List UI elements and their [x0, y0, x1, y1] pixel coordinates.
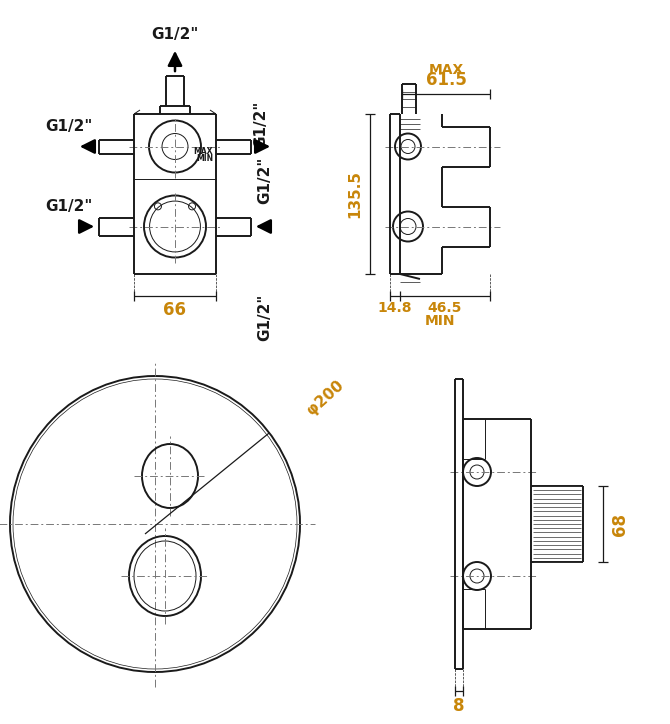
Text: MIN: MIN	[425, 314, 455, 328]
Text: G1/2": G1/2"	[257, 157, 273, 204]
Text: φ200: φ200	[304, 378, 347, 418]
Text: MAX: MAX	[194, 147, 213, 156]
Text: 46.5: 46.5	[428, 301, 462, 315]
Text: 8: 8	[453, 697, 465, 715]
Text: G1/2": G1/2"	[46, 119, 92, 133]
Text: 68: 68	[611, 513, 629, 536]
Text: 14.8: 14.8	[378, 301, 412, 315]
Text: G1/2": G1/2"	[151, 27, 199, 42]
Text: 135.5: 135.5	[347, 170, 362, 218]
Text: MAX: MAX	[428, 63, 464, 77]
Text: 66: 66	[163, 301, 186, 319]
Text: MIN: MIN	[196, 154, 213, 163]
Text: G1/2": G1/2"	[46, 198, 92, 214]
Text: G1/2": G1/2"	[257, 294, 273, 342]
Text: 61.5: 61.5	[425, 71, 466, 89]
Text: G1/2": G1/2"	[253, 101, 269, 148]
